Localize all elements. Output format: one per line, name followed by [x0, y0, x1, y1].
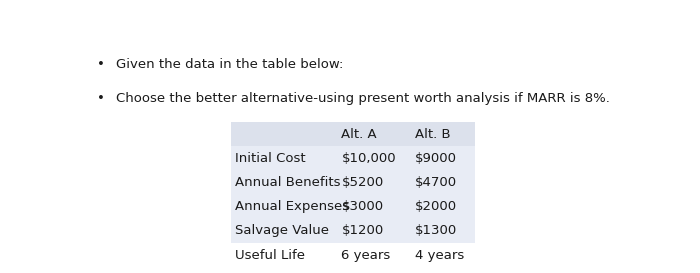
Text: $9000: $9000 — [414, 152, 456, 165]
Text: 6 years: 6 years — [342, 248, 391, 262]
Text: $10,000: $10,000 — [342, 152, 396, 165]
Bar — [231, 122, 475, 146]
Text: Useful Life: Useful Life — [234, 248, 304, 262]
Text: Annual Benefits: Annual Benefits — [234, 176, 340, 189]
Text: Salvage Value: Salvage Value — [234, 224, 328, 238]
Bar — [231, 122, 475, 267]
Text: •: • — [97, 58, 105, 71]
Text: $1200: $1200 — [342, 224, 384, 238]
Text: Choose the better alternative-using present worth analysis if MARR is 8%.: Choose the better alternative-using pres… — [116, 92, 610, 105]
Text: 4 years: 4 years — [414, 248, 464, 262]
Text: $1300: $1300 — [414, 224, 457, 238]
Text: Alt. A: Alt. A — [342, 128, 377, 141]
Text: $3000: $3000 — [342, 200, 384, 213]
Text: Annual Expenses: Annual Expenses — [234, 200, 349, 213]
Text: Alt. B: Alt. B — [414, 128, 450, 141]
Text: $4700: $4700 — [414, 176, 457, 189]
Text: $5200: $5200 — [342, 176, 384, 189]
Text: Given the data in the table below:: Given the data in the table below: — [116, 58, 343, 71]
Text: •: • — [97, 92, 105, 105]
Text: Initial Cost: Initial Cost — [234, 152, 305, 165]
Text: $2000: $2000 — [414, 200, 457, 213]
